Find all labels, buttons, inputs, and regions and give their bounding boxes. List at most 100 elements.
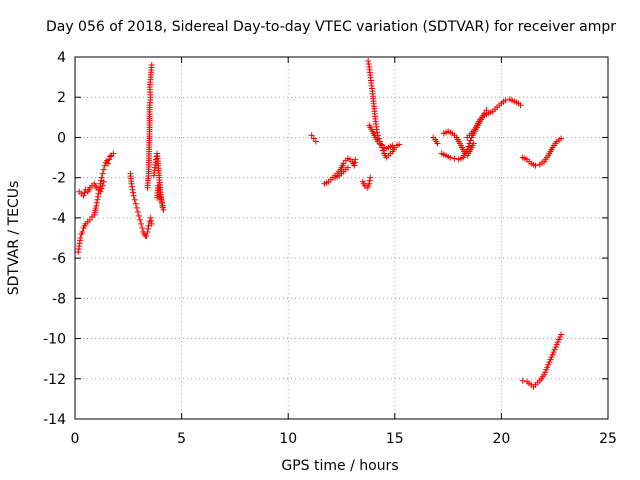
data-point [558,331,565,338]
data-point [130,192,137,199]
y-tick-label: -2 [52,171,66,187]
data-point [553,341,560,348]
data-point [447,154,454,161]
data-point [148,62,155,69]
y-tick-label: 4 [57,50,66,66]
data-point [128,180,135,187]
data-point [98,177,105,184]
data-point [351,159,358,166]
data-point [148,217,155,224]
data-point [373,126,380,133]
data-point [548,354,555,361]
y-tick-label: -6 [52,251,66,267]
data-point [79,228,86,235]
data-point [154,194,161,201]
data-point [340,160,347,167]
data-point [100,166,107,173]
axis-ticks: 0 5 10 15 20 25 -14 -12 -10 -8 -6 -4 -2 0 2 4 [43,50,617,447]
data-point [543,366,550,373]
grid-lines [75,57,608,419]
data-point [366,177,373,184]
data-point [554,339,561,346]
data-point [555,336,562,343]
data-point [377,141,384,148]
data-point [542,369,549,376]
data-point [101,162,108,169]
y-tick-label: -12 [43,372,66,388]
data-point [139,224,146,231]
data-point [132,200,139,207]
data-point [380,147,387,154]
data-point [541,371,548,378]
data-point [310,135,317,142]
data-point [546,359,553,366]
data-point [519,377,526,384]
data-point [308,132,315,139]
data-point [106,156,113,163]
data-point [99,170,106,177]
data-point [552,344,559,351]
y-tick-label: 0 [57,130,66,146]
data-point [131,196,138,203]
data-point [98,174,105,181]
x-axis-label: GPS time / hours [281,458,398,474]
data-points [75,58,565,390]
data-point [145,222,152,229]
data-point [133,204,140,211]
y-axis-label: SDTVAR / TECUs [6,181,22,296]
y-tick-label: -10 [43,332,66,348]
data-point [130,189,137,196]
data-point [145,225,152,232]
data-point [81,189,88,196]
data-point [312,138,319,145]
plot-frame [74,56,609,420]
data-point [93,199,100,206]
data-point [99,182,106,189]
data-point [129,183,136,190]
data-point [144,228,151,235]
x-tick-label: 20 [492,431,510,447]
data-point [549,351,556,358]
data-point [143,232,150,239]
data-point [94,196,101,203]
data-point [366,180,373,187]
data-point [134,208,141,215]
data-point [374,129,381,136]
data-point [110,150,117,157]
data-point [97,188,104,195]
y-tick-label: -8 [52,291,66,307]
data-point [77,235,84,241]
data-point [94,193,101,200]
data-point [389,142,396,149]
data-point [80,192,87,199]
data-point [551,346,558,353]
chart-title: Day 056 of 2018, Sidereal Day-to-day VTE… [46,19,616,35]
data-point [105,160,112,167]
data-point [148,220,155,227]
x-tick-label: 25 [599,431,617,447]
data-point [107,153,114,160]
data-point [129,186,136,193]
data-point [344,164,351,171]
data-point [100,178,107,185]
data-point [98,185,105,192]
x-tick-label: 15 [386,431,404,447]
data-point [558,135,565,142]
y-tick-label: 2 [57,90,66,106]
data-point [532,162,539,169]
x-tick-label: 0 [71,431,80,447]
x-tick-label: 5 [177,431,186,447]
data-point [517,102,524,109]
data-point [86,216,93,223]
data-point [147,214,154,221]
data-point [547,356,554,363]
data-point [367,174,374,181]
data-point [451,155,458,162]
data-point [465,143,472,150]
data-point [365,58,372,65]
y-tick-label: -4 [52,211,66,227]
data-point [434,140,441,147]
data-point [396,141,403,148]
data-point [138,220,145,227]
